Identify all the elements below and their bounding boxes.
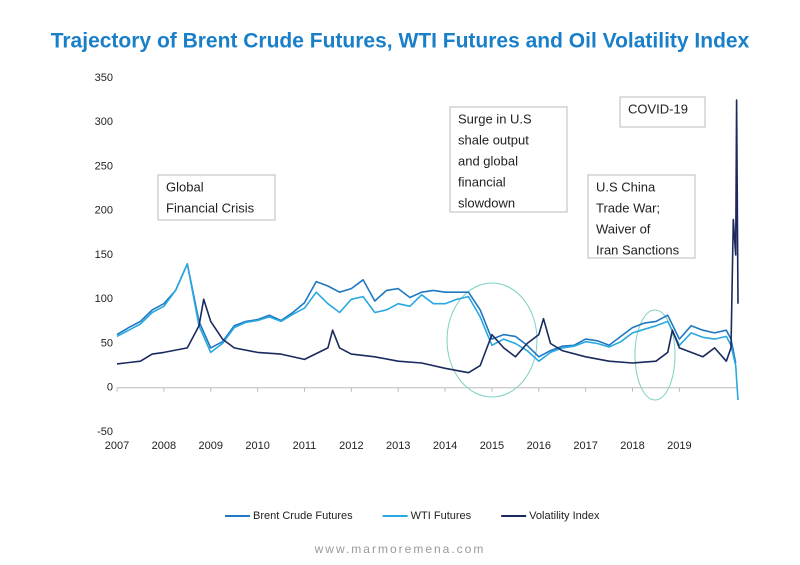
annotation-text: and global [458,153,518,168]
x-tick-label: 2012 [339,440,363,452]
annotation-text: Surge in U.S [458,111,532,126]
legend-label: Volatility Index [529,510,600,522]
y-tick-label: 0 [107,382,113,394]
series-line [116,263,737,364]
legend-label: Brent Crude Futures [253,510,353,522]
x-tick-label: 2013 [386,440,410,452]
y-tick-label: 100 [95,293,113,305]
annotation-box [449,106,568,213]
highlight [634,309,676,401]
series-line [116,263,739,401]
highlight [446,282,538,398]
y-tick-label: 50 [101,337,113,349]
annotation-text: Financial Crisis [166,200,255,215]
x-tick-label: 2009 [198,440,222,452]
series-line [116,99,739,374]
annotation-box [587,174,696,259]
x-tick-label: 2018 [620,440,644,452]
x-tick-label: 2016 [527,440,551,452]
annotation-text: COVID-19 [628,101,688,116]
footer: www.marmoremena.com [314,542,486,556]
chart-title: Trajectory of Brent Crude Futures, WTI F… [51,30,750,53]
annotation-text: slowdown [458,195,515,210]
annotation-text: Trade War; [596,200,660,215]
x-tick-label: 2015 [480,440,504,452]
annotation-text: shale output [458,132,529,147]
annotation-text: U.S China [596,179,656,194]
x-tick-label: 2019 [667,440,691,452]
y-tick-label: 350 [95,72,113,84]
x-tick-label: 2008 [152,440,176,452]
x-tick-label: 2007 [105,440,129,452]
x-tick-label: 2011 [293,440,317,452]
annotation-box [619,96,706,128]
legend-label: WTI Futures [411,510,472,522]
annotation-text: Waiver of [596,221,651,236]
x-tick-label: 2010 [245,440,269,452]
annotation-box [157,174,276,221]
y-tick-label: 200 [95,205,113,217]
annotation-text: Iran Sanctions [596,242,680,257]
y-tick-label: 300 [95,116,113,128]
annotation-text: Global [166,179,204,194]
x-tick-label: 2014 [433,440,457,452]
x-tick-label: 2017 [573,440,597,452]
annotation-text: financial [458,174,506,189]
y-tick-label: -50 [97,426,113,438]
y-tick-label: 250 [95,160,113,172]
y-tick-label: 150 [95,249,113,261]
